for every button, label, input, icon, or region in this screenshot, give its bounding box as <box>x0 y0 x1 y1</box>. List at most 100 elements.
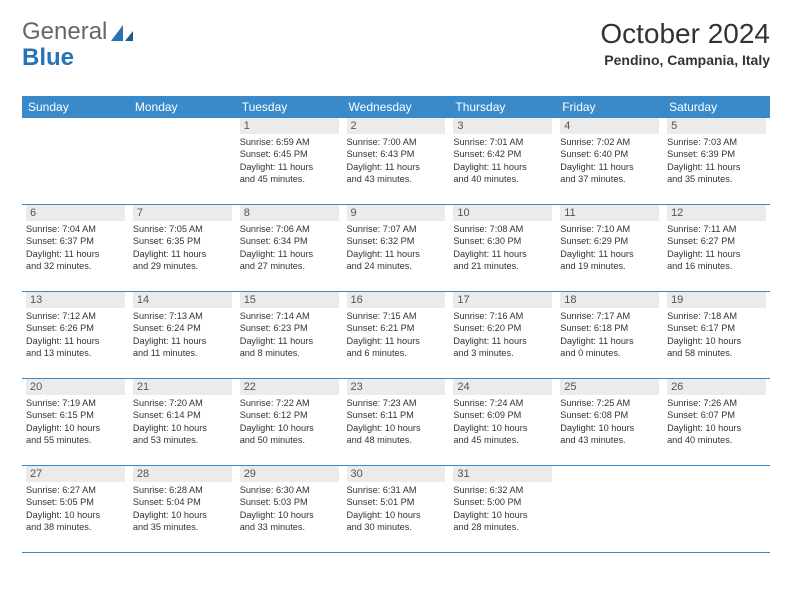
info-line: and 27 minutes. <box>240 260 339 272</box>
info-line: and 32 minutes. <box>26 260 125 272</box>
info-line: Daylight: 10 hours <box>26 509 125 521</box>
info-line: and 43 minutes. <box>347 173 446 185</box>
day-number: 21 <box>133 379 232 395</box>
info-line: Sunset: 6:32 PM <box>347 235 446 247</box>
info-line: Sunset: 5:01 PM <box>347 496 446 508</box>
day-number: 13 <box>26 292 125 308</box>
day-info: Sunrise: 6:30 AMSunset: 5:03 PMDaylight:… <box>240 484 339 534</box>
day-info: Sunrise: 7:01 AMSunset: 6:42 PMDaylight:… <box>453 136 552 186</box>
calendar-cell: 11Sunrise: 7:10 AMSunset: 6:29 PMDayligh… <box>556 205 663 292</box>
info-line: Sunrise: 7:11 AM <box>667 223 766 235</box>
day-number: 2 <box>347 118 446 134</box>
calendar-cell <box>22 118 129 205</box>
info-line: Daylight: 10 hours <box>667 422 766 434</box>
calendar-cell: 23Sunrise: 7:23 AMSunset: 6:11 PMDayligh… <box>343 379 450 466</box>
info-line: Sunrise: 7:24 AM <box>453 397 552 409</box>
day-info: Sunrise: 7:13 AMSunset: 6:24 PMDaylight:… <box>133 310 232 360</box>
info-line: Sunrise: 7:02 AM <box>560 136 659 148</box>
info-line: Sunset: 5:00 PM <box>453 496 552 508</box>
info-line: Sunrise: 7:18 AM <box>667 310 766 322</box>
info-line: and 28 minutes. <box>453 521 552 533</box>
calendar-cell: 4Sunrise: 7:02 AMSunset: 6:40 PMDaylight… <box>556 118 663 205</box>
calendar-cell: 25Sunrise: 7:25 AMSunset: 6:08 PMDayligh… <box>556 379 663 466</box>
info-line: and 53 minutes. <box>133 434 232 446</box>
info-line: Sunrise: 7:03 AM <box>667 136 766 148</box>
calendar-cell: 24Sunrise: 7:24 AMSunset: 6:09 PMDayligh… <box>449 379 556 466</box>
calendar-cell: 13Sunrise: 7:12 AMSunset: 6:26 PMDayligh… <box>22 292 129 379</box>
calendar-week: 1Sunrise: 6:59 AMSunset: 6:45 PMDaylight… <box>22 118 770 205</box>
info-line: Daylight: 11 hours <box>26 248 125 260</box>
info-line: Daylight: 11 hours <box>453 161 552 173</box>
day-number: 25 <box>560 379 659 395</box>
info-line: Sunset: 6:29 PM <box>560 235 659 247</box>
info-line: Daylight: 11 hours <box>133 335 232 347</box>
location: Pendino, Campania, Italy <box>600 52 770 68</box>
info-line: and 29 minutes. <box>133 260 232 272</box>
info-line: Daylight: 10 hours <box>240 422 339 434</box>
day-number: 3 <box>453 118 552 134</box>
day-number: 4 <box>560 118 659 134</box>
info-line: and 6 minutes. <box>347 347 446 359</box>
info-line: Sunset: 6:37 PM <box>26 235 125 247</box>
day-number: 5 <box>667 118 766 134</box>
calendar-cell <box>129 118 236 205</box>
info-line: Daylight: 10 hours <box>347 422 446 434</box>
calendar-cell: 2Sunrise: 7:00 AMSunset: 6:43 PMDaylight… <box>343 118 450 205</box>
day-header: Sunday <box>22 96 129 118</box>
calendar-cell: 6Sunrise: 7:04 AMSunset: 6:37 PMDaylight… <box>22 205 129 292</box>
day-header: Monday <box>129 96 236 118</box>
day-info: Sunrise: 7:06 AMSunset: 6:34 PMDaylight:… <box>240 223 339 273</box>
info-line: Sunset: 6:15 PM <box>26 409 125 421</box>
info-line: and 37 minutes. <box>560 173 659 185</box>
info-line: Sunset: 6:35 PM <box>133 235 232 247</box>
day-number: 9 <box>347 205 446 221</box>
day-header: Wednesday <box>343 96 450 118</box>
info-line: Sunrise: 7:00 AM <box>347 136 446 148</box>
info-line: and 24 minutes. <box>347 260 446 272</box>
info-line: Daylight: 10 hours <box>133 422 232 434</box>
day-info: Sunrise: 7:18 AMSunset: 6:17 PMDaylight:… <box>667 310 766 360</box>
info-line: Sunrise: 7:22 AM <box>240 397 339 409</box>
day-info: Sunrise: 7:07 AMSunset: 6:32 PMDaylight:… <box>347 223 446 273</box>
day-info: Sunrise: 7:14 AMSunset: 6:23 PMDaylight:… <box>240 310 339 360</box>
calendar-cell: 8 Sunrise: 7:06 AMSunset: 6:34 PMDaylight… <box>236 205 343 292</box>
info-line: and 11 minutes. <box>133 347 232 359</box>
info-line: Sunset: 5:03 PM <box>240 496 339 508</box>
info-line: and 40 minutes. <box>667 434 766 446</box>
day-number: 16 <box>347 292 446 308</box>
day-number: 20 <box>26 379 125 395</box>
info-line: Sunset: 6:14 PM <box>133 409 232 421</box>
calendar-cell: 18 Sunrise: 7:17 AMSunset: 6:18 PMDayligh… <box>556 292 663 379</box>
info-line: Sunset: 6:42 PM <box>453 148 552 160</box>
day-header: Saturday <box>663 96 770 118</box>
calendar-cell: 10Sunrise: 7:08 AMSunset: 6:30 PMDayligh… <box>449 205 556 292</box>
info-line: Sunset: 5:05 PM <box>26 496 125 508</box>
day-number: 10 <box>453 205 552 221</box>
info-line: Sunrise: 7:05 AM <box>133 223 232 235</box>
day-info: Sunrise: 7:17 AMSunset: 6:18 PMDaylight:… <box>560 310 659 360</box>
info-line: and 35 minutes. <box>133 521 232 533</box>
day-number: 14 <box>133 292 232 308</box>
info-line: Sunrise: 6:27 AM <box>26 484 125 496</box>
info-line: Sunset: 6:43 PM <box>347 148 446 160</box>
day-header: Friday <box>556 96 663 118</box>
day-number: 6 <box>26 205 125 221</box>
info-line: Daylight: 11 hours <box>26 335 125 347</box>
calendar-week: 27Sunrise: 6:27 AMSunset: 5:05 PMDayligh… <box>22 466 770 553</box>
day-number: 8 <box>240 205 339 221</box>
day-info: Sunrise: 7:05 AMSunset: 6:35 PMDaylight:… <box>133 223 232 273</box>
day-number: 28 <box>133 466 232 482</box>
calendar-cell: 14 Sunrise: 7:13 AMSunset: 6:24 PMDayligh… <box>129 292 236 379</box>
info-line: and 50 minutes. <box>240 434 339 446</box>
title-block: October 2024 Pendino, Campania, Italy <box>600 18 770 68</box>
calendar-week: 13Sunrise: 7:12 AMSunset: 6:26 PMDayligh… <box>22 292 770 379</box>
info-line: Daylight: 10 hours <box>347 509 446 521</box>
info-line: Daylight: 11 hours <box>453 248 552 260</box>
info-line: Daylight: 11 hours <box>560 161 659 173</box>
info-line: Sunset: 6:23 PM <box>240 322 339 334</box>
info-line: Sunset: 6:39 PM <box>667 148 766 160</box>
calendar-cell: 28Sunrise: 6:28 AMSunset: 5:04 PMDayligh… <box>129 466 236 553</box>
day-number: 18 <box>560 292 659 308</box>
calendar-table: SundayMondayTuesdayWednesdayThursdayFrid… <box>22 96 770 553</box>
info-line: Sunrise: 7:20 AM <box>133 397 232 409</box>
